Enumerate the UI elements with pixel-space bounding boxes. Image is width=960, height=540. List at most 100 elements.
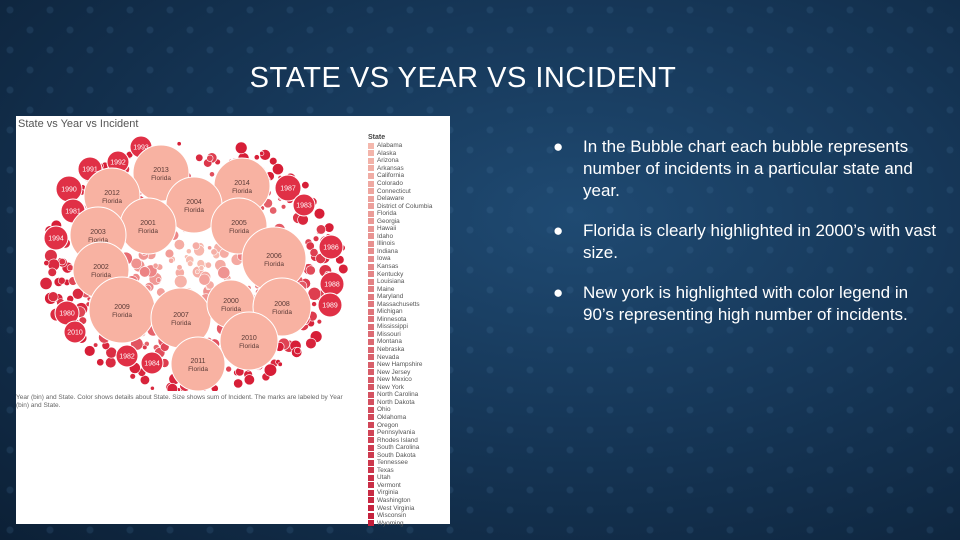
bubble-year-label: 2001 (140, 220, 156, 227)
legend-swatch (368, 520, 374, 527)
bubble-state-label: Florida (184, 207, 204, 214)
bubble-year-label: 2005 (231, 220, 247, 227)
legend-swatch (368, 346, 374, 353)
legend-label: Mississippi (377, 323, 408, 331)
legend-item: South Carolina (368, 444, 450, 452)
legend-label: Utah (377, 474, 391, 482)
legend-label: Kentucky (377, 270, 404, 278)
legend-item: Idaho (368, 233, 450, 241)
bubble-mark-small (166, 383, 178, 391)
legend-item: Alaska (368, 150, 450, 158)
legend-item: Rhodes Island (368, 436, 450, 444)
legend-item: North Carolina (368, 391, 450, 399)
bubble-mark-small (185, 248, 192, 255)
bubble-state-label: Florida (221, 306, 241, 313)
legend-label: California (377, 172, 404, 180)
legend-label: Michigan (377, 308, 403, 316)
legend-swatch (368, 489, 374, 496)
bubble-mark-small (198, 273, 211, 286)
legend-swatch (368, 482, 374, 489)
bubble-state-label: Florida (264, 261, 284, 268)
bubble-mark-small (311, 301, 317, 307)
bubble-mark-small (187, 260, 194, 267)
bubble-mark-small (150, 385, 155, 391)
legend-item: Ohio (368, 406, 450, 414)
legend-swatch (368, 361, 374, 368)
bubble-mark-small (191, 241, 201, 250)
bubble-mark-small (66, 264, 74, 272)
legend-label: Nevada (377, 353, 400, 361)
bubble-mark-small (294, 347, 302, 355)
bubble-mark-small (312, 235, 320, 242)
bubble-state-label: Florida (171, 320, 191, 327)
bubble-circle (274, 174, 302, 202)
legend-swatch (368, 391, 374, 398)
legend-swatch (368, 376, 374, 383)
bubble-year-label: 1980 (59, 311, 75, 318)
bubble-state-label: Florida (229, 228, 249, 235)
legend-swatch (368, 180, 374, 187)
bubble-mark-small (93, 342, 99, 348)
legend-item: Kentucky (368, 270, 450, 278)
bubble-year-label: 2007 (173, 312, 189, 319)
legend-item: Tennessee (368, 459, 450, 467)
legend-swatch (368, 512, 374, 519)
legend-label: Alabama (377, 142, 403, 150)
bubble-mark-small (96, 358, 105, 367)
legend-swatch (368, 233, 374, 240)
legend-label: New Mexico (377, 376, 412, 384)
legend-swatch (368, 286, 374, 293)
legend-item: Arizona (368, 157, 450, 165)
bubble-mark-small (176, 264, 183, 271)
legend-item: New Hampshire (368, 361, 450, 369)
bubble-state-label: Florida (138, 228, 158, 235)
legend-label: Massachusetts (377, 300, 420, 308)
bubble-mark: 1986 (318, 234, 344, 260)
bubble-year-label: 1983 (296, 203, 312, 210)
legend-item: California (368, 172, 450, 180)
legend-item: New Mexico (368, 376, 450, 384)
bubble-state-label: Florida (91, 272, 111, 279)
legend-label: Rhodes Island (377, 436, 418, 444)
legend-label: West Virginia (377, 504, 415, 512)
bullet-text: In the Bubble chart each bubble represen… (583, 137, 913, 200)
bubble-mark-small (269, 206, 278, 215)
legend-label: Virginia (377, 489, 399, 497)
legend-swatch (368, 399, 374, 406)
bubble-year-label: 2013 (153, 167, 169, 174)
legend-label: Ohio (377, 406, 391, 414)
bubble-mark-small (263, 363, 277, 377)
legend-item: Michigan (368, 308, 450, 316)
legend-item: Missouri (368, 331, 450, 339)
state-legend: State Alabama Alaska Arizona Arkansas Califo… (368, 134, 450, 527)
legend-item: Maryland (368, 293, 450, 301)
legend-item: Oklahoma (368, 414, 450, 422)
legend-label: Delaware (377, 195, 404, 203)
bubble-mark: 1989 (317, 292, 343, 318)
bubble-year-label: 1991 (82, 167, 98, 174)
legend-label: Florida (377, 210, 397, 218)
legend-label: South Dakota (377, 451, 416, 459)
bubble-circle (140, 351, 164, 375)
legend-swatch (368, 195, 374, 202)
bubble-circle (219, 311, 279, 371)
bullet-text: New york is highlighted with color legen… (583, 283, 909, 324)
bullet-item: ● Florida is clearly highlighted in 2000… (553, 220, 943, 264)
legend-swatch (368, 474, 374, 481)
bubble-mark: 1983 (292, 193, 316, 217)
legend-item: Louisiana (368, 278, 450, 286)
legend-item: Florida (368, 210, 450, 218)
bubble-circle (292, 193, 316, 217)
legend-swatch (368, 142, 374, 149)
legend-item: Vermont (368, 482, 450, 490)
legend-item: Oregon (368, 421, 450, 429)
legend-item: Georgia (368, 217, 450, 225)
bubble-mark-small (207, 245, 213, 251)
bubble-mark-small (152, 262, 159, 269)
legend-item: Delaware (368, 195, 450, 203)
bubble-mark-small (217, 266, 231, 280)
legend-swatch (368, 354, 374, 361)
bubble-year-label: 2003 (90, 229, 106, 236)
